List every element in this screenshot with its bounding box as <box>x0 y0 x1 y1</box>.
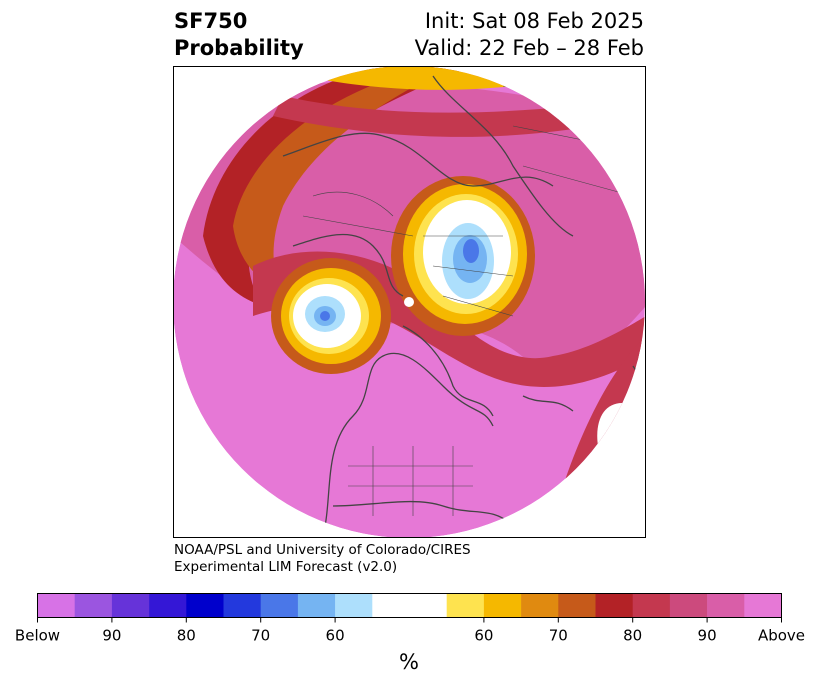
colorbar-swatch <box>558 593 596 618</box>
colorbar-tick-label: Above <box>758 627 805 645</box>
colorbar-frame <box>37 593 782 618</box>
colorbar-swatch <box>669 593 708 618</box>
colorbar-swatches <box>37 593 782 618</box>
colorbar-tick-label: 60 <box>474 627 493 645</box>
colorbar-swatch <box>297 593 336 618</box>
colorbar-tick-label: 70 <box>251 627 270 645</box>
field-above-80-band <box>273 96 593 137</box>
init-date: Init: Sat 08 Feb 2025 <box>424 9 644 33</box>
colorbar-swatch <box>260 593 299 618</box>
credits-line-2: Experimental LIM Forecast (v2.0) <box>174 559 398 575</box>
colorbar-tick-label: 90 <box>698 627 717 645</box>
colorbar-swatch <box>707 593 745 618</box>
colorbar-swatch <box>223 593 261 618</box>
colorbar: Below 90 80 70 60 60 70 80 90 Above % <box>15 593 805 674</box>
colorbar-tick-label: 80 <box>177 627 196 645</box>
title-block-left: SF750 Probability <box>174 8 304 62</box>
colorbar-swatch <box>335 593 373 618</box>
credits: NOAA/PSL and University of Colorado/CIRE… <box>174 542 471 576</box>
title-block-right: Init: Sat 08 Feb 2025 Valid: 22 Feb – 28… <box>415 8 644 62</box>
variable-name: SF750 <box>174 9 248 33</box>
colorbar-swatch <box>37 593 75 618</box>
colorbar-swatch <box>595 593 633 618</box>
field-below-65-west <box>320 311 330 321</box>
pole-marker <box>404 297 414 307</box>
colorbar-tick-label: 90 <box>102 627 121 645</box>
colorbar-swatch <box>409 593 447 618</box>
product-name: Probability <box>174 36 304 60</box>
colorbar-ticks: Below 90 80 70 60 60 70 80 90 Above <box>15 617 805 645</box>
field-below-65-siberia <box>463 239 479 263</box>
colorbar-swatch <box>446 593 485 618</box>
colorbar-swatch <box>372 593 410 618</box>
colorbar-swatch <box>186 593 224 618</box>
colorbar-swatch <box>74 593 113 618</box>
colorbar-tick-label: 80 <box>623 627 642 645</box>
probability-map <box>173 66 646 538</box>
credits-line-1: NOAA/PSL and University of Colorado/CIRE… <box>174 542 471 558</box>
map-frame <box>173 66 646 538</box>
field-above-75-arc <box>203 66 473 306</box>
colorbar-swatch <box>744 593 782 618</box>
colorbar-swatch <box>521 593 559 618</box>
colorbar-swatch <box>483 593 522 618</box>
colorbar-swatch <box>632 593 671 618</box>
colorbar-tick-label: Below <box>15 627 60 645</box>
colorbar-unit: % <box>399 650 419 674</box>
colorbar-swatch <box>111 593 150 618</box>
colorbar-swatch <box>149 593 187 618</box>
probability-field <box>173 66 645 538</box>
colorbar-tick-label: 70 <box>549 627 568 645</box>
valid-range: Valid: 22 Feb – 28 Feb <box>414 36 644 60</box>
colorbar-tick-label: 60 <box>326 627 345 645</box>
